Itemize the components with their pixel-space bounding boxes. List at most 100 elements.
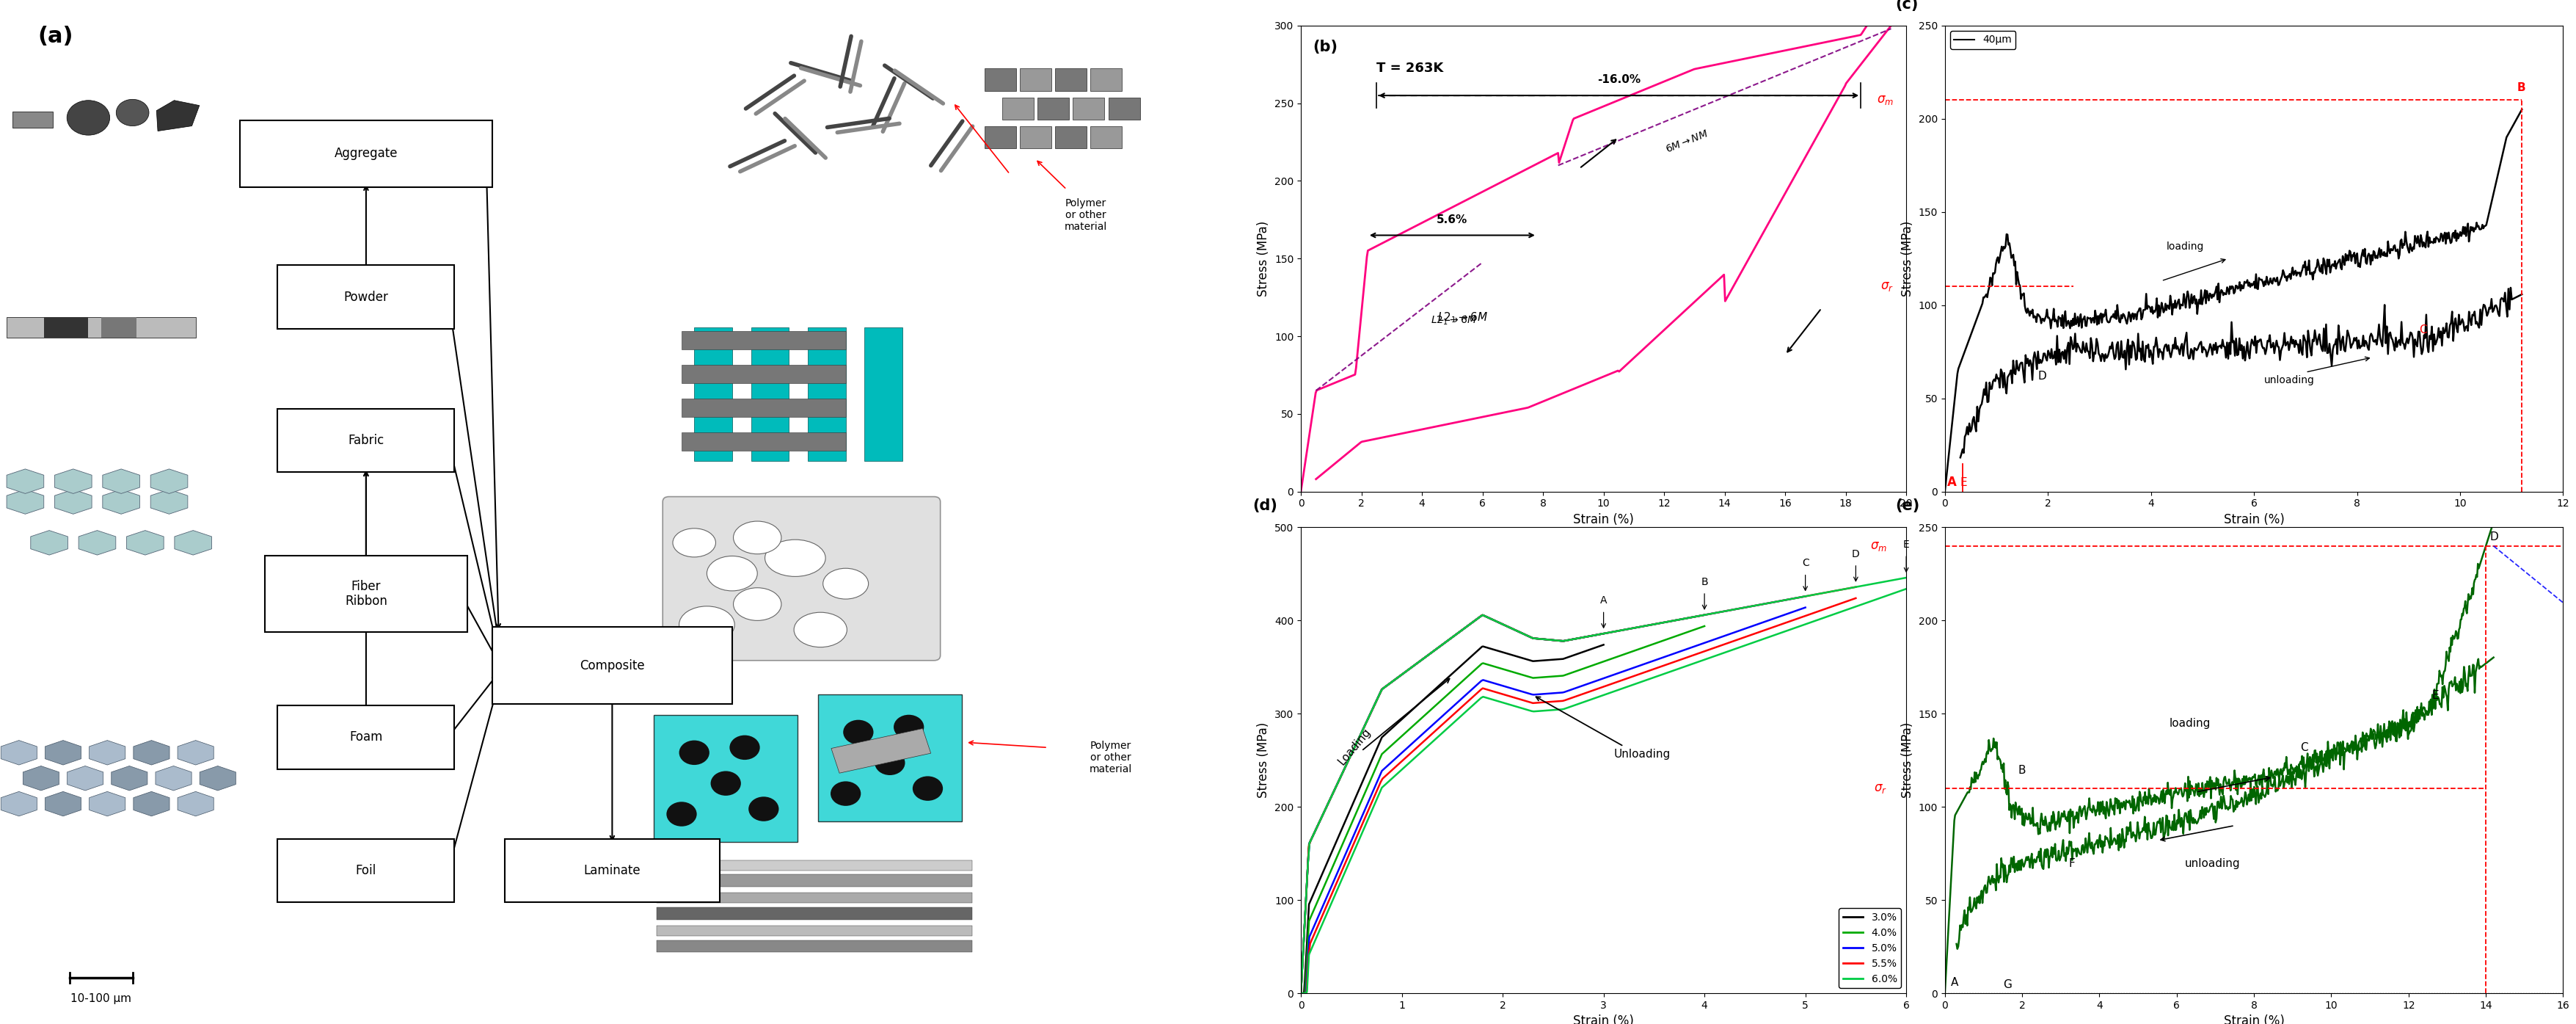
Bar [1108,97,1139,120]
Polygon shape [90,792,126,816]
Text: Aggregate: Aggregate [335,147,397,160]
Polygon shape [157,100,198,131]
Ellipse shape [672,528,716,557]
Text: unloading: unloading [2184,858,2241,868]
Text: A: A [1600,595,1607,605]
Polygon shape [80,530,116,555]
Polygon shape [103,469,139,494]
Text: B: B [2020,765,2025,775]
FancyBboxPatch shape [492,627,732,705]
Ellipse shape [793,612,848,647]
Polygon shape [90,740,126,765]
Y-axis label: Stress (MPa): Stress (MPa) [1257,220,1270,297]
Bar [832,728,930,773]
Text: Fiber
Ribbon: Fiber Ribbon [345,580,386,608]
Circle shape [116,99,149,126]
Y-axis label: Stress (MPa): Stress (MPa) [1901,220,1914,297]
Text: $\varepsilon_m$: $\varepsilon_m$ [2514,539,2530,549]
Ellipse shape [734,521,781,554]
Bar [984,69,1015,91]
X-axis label: Strain (%): Strain (%) [1574,513,1633,526]
Text: B: B [1700,577,1708,587]
Text: Powder: Powder [343,291,389,303]
Text: Polymer
or other
material: Polymer or other material [1064,198,1108,232]
Bar [657,926,971,936]
FancyBboxPatch shape [278,706,453,769]
Text: A: A [1947,476,1958,488]
Text: T = 263K: T = 263K [1376,61,1443,75]
Text: $\sigma_m$: $\sigma_m$ [1875,93,1893,106]
Polygon shape [31,530,67,555]
Text: C: C [2300,742,2308,754]
Circle shape [894,715,925,739]
Bar [44,317,88,338]
Bar [1072,97,1105,120]
Polygon shape [178,740,214,765]
Polygon shape [149,469,188,494]
Bar [1020,69,1051,91]
Text: $\varepsilon_r$: $\varepsilon_r$ [1958,539,1968,549]
Circle shape [711,771,742,796]
Text: C: C [1801,558,1808,568]
Text: E: E [1960,477,1968,488]
Bar [657,874,971,887]
Text: $\sigma_m$: $\sigma_m$ [1870,540,1886,553]
Circle shape [680,740,708,765]
Text: Loading: Loading [1337,726,1373,767]
Text: (c): (c) [1896,0,1919,11]
Text: C: C [2419,325,2427,335]
FancyBboxPatch shape [278,409,453,472]
Circle shape [750,797,778,821]
Polygon shape [44,792,82,816]
FancyBboxPatch shape [278,839,453,902]
Polygon shape [23,766,59,791]
FancyBboxPatch shape [505,839,719,902]
Text: $L2_1 \rightarrow 6M$: $L2_1 \rightarrow 6M$ [1432,315,1476,327]
Bar [1090,69,1123,91]
Bar [683,331,845,349]
Polygon shape [149,489,188,514]
Polygon shape [155,766,191,791]
Text: Laminate: Laminate [585,864,641,877]
Bar [1056,126,1087,148]
Polygon shape [126,530,165,555]
X-axis label: Strain (%): Strain (%) [2223,513,2285,526]
Circle shape [842,720,873,744]
FancyBboxPatch shape [662,497,940,660]
Circle shape [729,735,760,760]
Ellipse shape [734,588,781,621]
Polygon shape [134,740,170,765]
Text: G: G [2004,979,2012,990]
Text: -16.0%: -16.0% [1597,75,1641,85]
Text: loading: loading [2166,242,2205,252]
Ellipse shape [765,540,824,577]
Bar [683,432,845,451]
Polygon shape [175,530,211,555]
Text: Unloading: Unloading [1613,749,1669,760]
Polygon shape [8,489,44,514]
Bar [1038,97,1069,120]
Text: $\sigma_r$: $\sigma_r$ [1873,781,1886,795]
Bar [100,317,137,338]
Text: E: E [1904,540,1909,550]
Text: (b): (b) [1314,40,1337,54]
Text: unloading: unloading [2264,376,2316,386]
Polygon shape [201,766,237,791]
Polygon shape [67,766,103,791]
Polygon shape [134,792,170,816]
Polygon shape [103,489,139,514]
Text: D: D [2488,531,2499,543]
Bar [657,860,971,870]
Circle shape [912,776,943,801]
Ellipse shape [822,568,868,599]
Y-axis label: Stress (MPa): Stress (MPa) [1901,722,1914,799]
Bar [1090,126,1123,148]
Text: $L2_1 \rightarrow 6M$: $L2_1 \rightarrow 6M$ [1437,292,1486,325]
Bar [696,328,732,461]
Bar [984,126,1015,148]
Text: Composite: Composite [580,659,644,672]
Polygon shape [111,766,147,791]
Bar [657,893,971,903]
Text: $6M \rightarrow NM$: $6M \rightarrow NM$ [1664,129,1710,156]
Text: Fabric: Fabric [348,434,384,446]
